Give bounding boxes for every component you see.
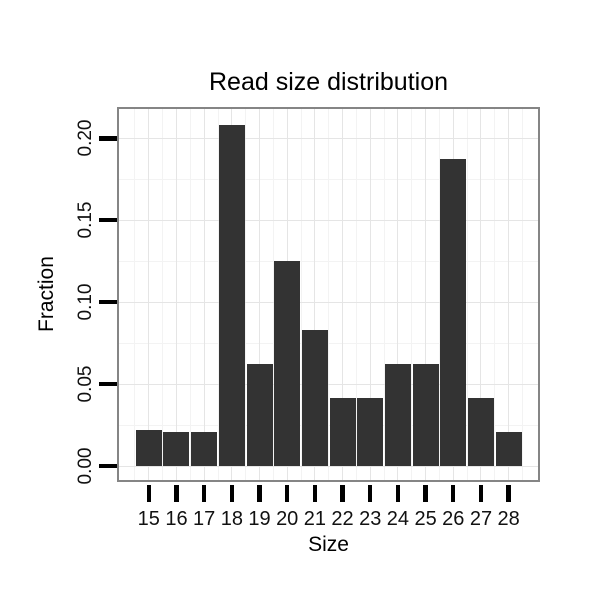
x-tick-mark	[201, 485, 207, 502]
v-gridline-major	[342, 109, 344, 480]
x-tick-label: 19	[248, 508, 271, 530]
x-tick-label: 20	[276, 508, 299, 530]
y-tick-label: 0.05	[75, 365, 96, 403]
v-gridline-minor	[521, 109, 523, 480]
v-gridline-major	[175, 109, 177, 480]
bar	[384, 363, 411, 466]
h-gridline-major	[119, 219, 538, 221]
y-tick-label: 0.20	[75, 119, 96, 157]
x-tick-label: 23	[359, 508, 382, 530]
v-gridline-major	[369, 109, 371, 480]
h-gridline-minor	[119, 178, 538, 180]
bar	[357, 397, 384, 466]
bar	[412, 363, 439, 466]
y-tick-label: 0.00	[75, 447, 96, 485]
bar	[329, 397, 356, 466]
y-tick-mark	[99, 381, 117, 387]
v-gridline-minor	[411, 109, 413, 480]
bar	[495, 431, 522, 466]
bar	[218, 124, 245, 466]
v-gridline-minor	[438, 109, 440, 480]
x-tick-mark	[368, 485, 373, 502]
x-tick-mark	[229, 485, 235, 502]
y-tick-mark	[99, 136, 117, 141]
x-tick-label: 16	[165, 508, 188, 530]
x-tick-mark	[257, 485, 262, 502]
v-gridline-major	[259, 109, 261, 480]
y-tick-label: 0.15	[75, 201, 96, 239]
bar	[163, 431, 190, 466]
v-gridline-minor	[134, 109, 136, 480]
x-tick-mark	[506, 485, 511, 502]
bar	[467, 397, 494, 466]
v-gridline-major	[425, 109, 427, 480]
v-gridline-minor	[272, 109, 274, 480]
v-gridline-minor	[383, 109, 385, 480]
v-gridline-minor	[217, 109, 219, 480]
x-tick-label: 21	[303, 508, 326, 530]
v-gridline-major	[314, 109, 316, 480]
chart-title: Read size distribution	[208, 68, 448, 96]
v-gridline-minor	[355, 109, 357, 480]
x-tick-label: 27	[469, 508, 493, 530]
v-gridline-minor	[300, 109, 302, 480]
x-tick-label: 15	[137, 508, 160, 530]
x-tick-mark	[395, 485, 401, 502]
x-tick-mark	[285, 485, 290, 502]
bar	[301, 329, 328, 466]
v-gridline-major	[397, 109, 399, 480]
x-tick-label: 17	[193, 508, 216, 530]
plot-panel	[117, 107, 540, 482]
v-gridline-major	[203, 109, 205, 480]
v-gridline-minor	[189, 109, 191, 480]
h-gridline-minor	[119, 260, 538, 262]
x-tick-mark	[451, 485, 456, 502]
v-gridline-minor	[162, 109, 164, 480]
x-tick-mark	[340, 485, 345, 502]
x-tick-label: 24	[386, 508, 410, 530]
x-tick-label: 18	[220, 508, 243, 530]
bar	[440, 158, 467, 466]
x-tick-mark	[312, 485, 318, 502]
x-tick-label: 25	[414, 508, 437, 530]
y-tick-mark	[99, 463, 117, 469]
v-gridline-minor	[245, 109, 247, 480]
h-gridline-minor	[119, 342, 538, 344]
v-gridline-major	[508, 109, 510, 480]
h-gridline-major	[119, 465, 538, 467]
y-tick-mark	[99, 218, 117, 223]
v-gridline-minor	[494, 109, 496, 480]
x-tick-mark	[423, 485, 428, 502]
v-gridline-minor	[466, 109, 468, 480]
bar	[274, 261, 301, 466]
v-gridline-major	[148, 109, 150, 480]
x-tick-mark	[146, 485, 151, 502]
v-gridline-minor	[328, 109, 330, 480]
x-tick-mark	[174, 485, 179, 502]
x-tick-label: 22	[331, 508, 354, 530]
y-tick-mark	[99, 300, 117, 305]
y-axis-title: Fraction	[35, 256, 58, 332]
h-gridline-major	[119, 301, 538, 303]
x-axis-title: Size	[308, 533, 349, 556]
x-tick-label: 28	[497, 508, 520, 530]
y-tick-label: 0.10	[75, 283, 96, 321]
x-tick-label: 26	[442, 508, 465, 530]
x-tick-mark	[478, 485, 484, 502]
h-gridline-major	[119, 137, 538, 139]
bar	[191, 431, 218, 466]
bar	[135, 429, 162, 466]
h-gridline-minor	[119, 424, 538, 426]
h-gridline-major	[119, 383, 538, 385]
v-gridline-major	[480, 109, 482, 480]
bar	[246, 363, 273, 466]
